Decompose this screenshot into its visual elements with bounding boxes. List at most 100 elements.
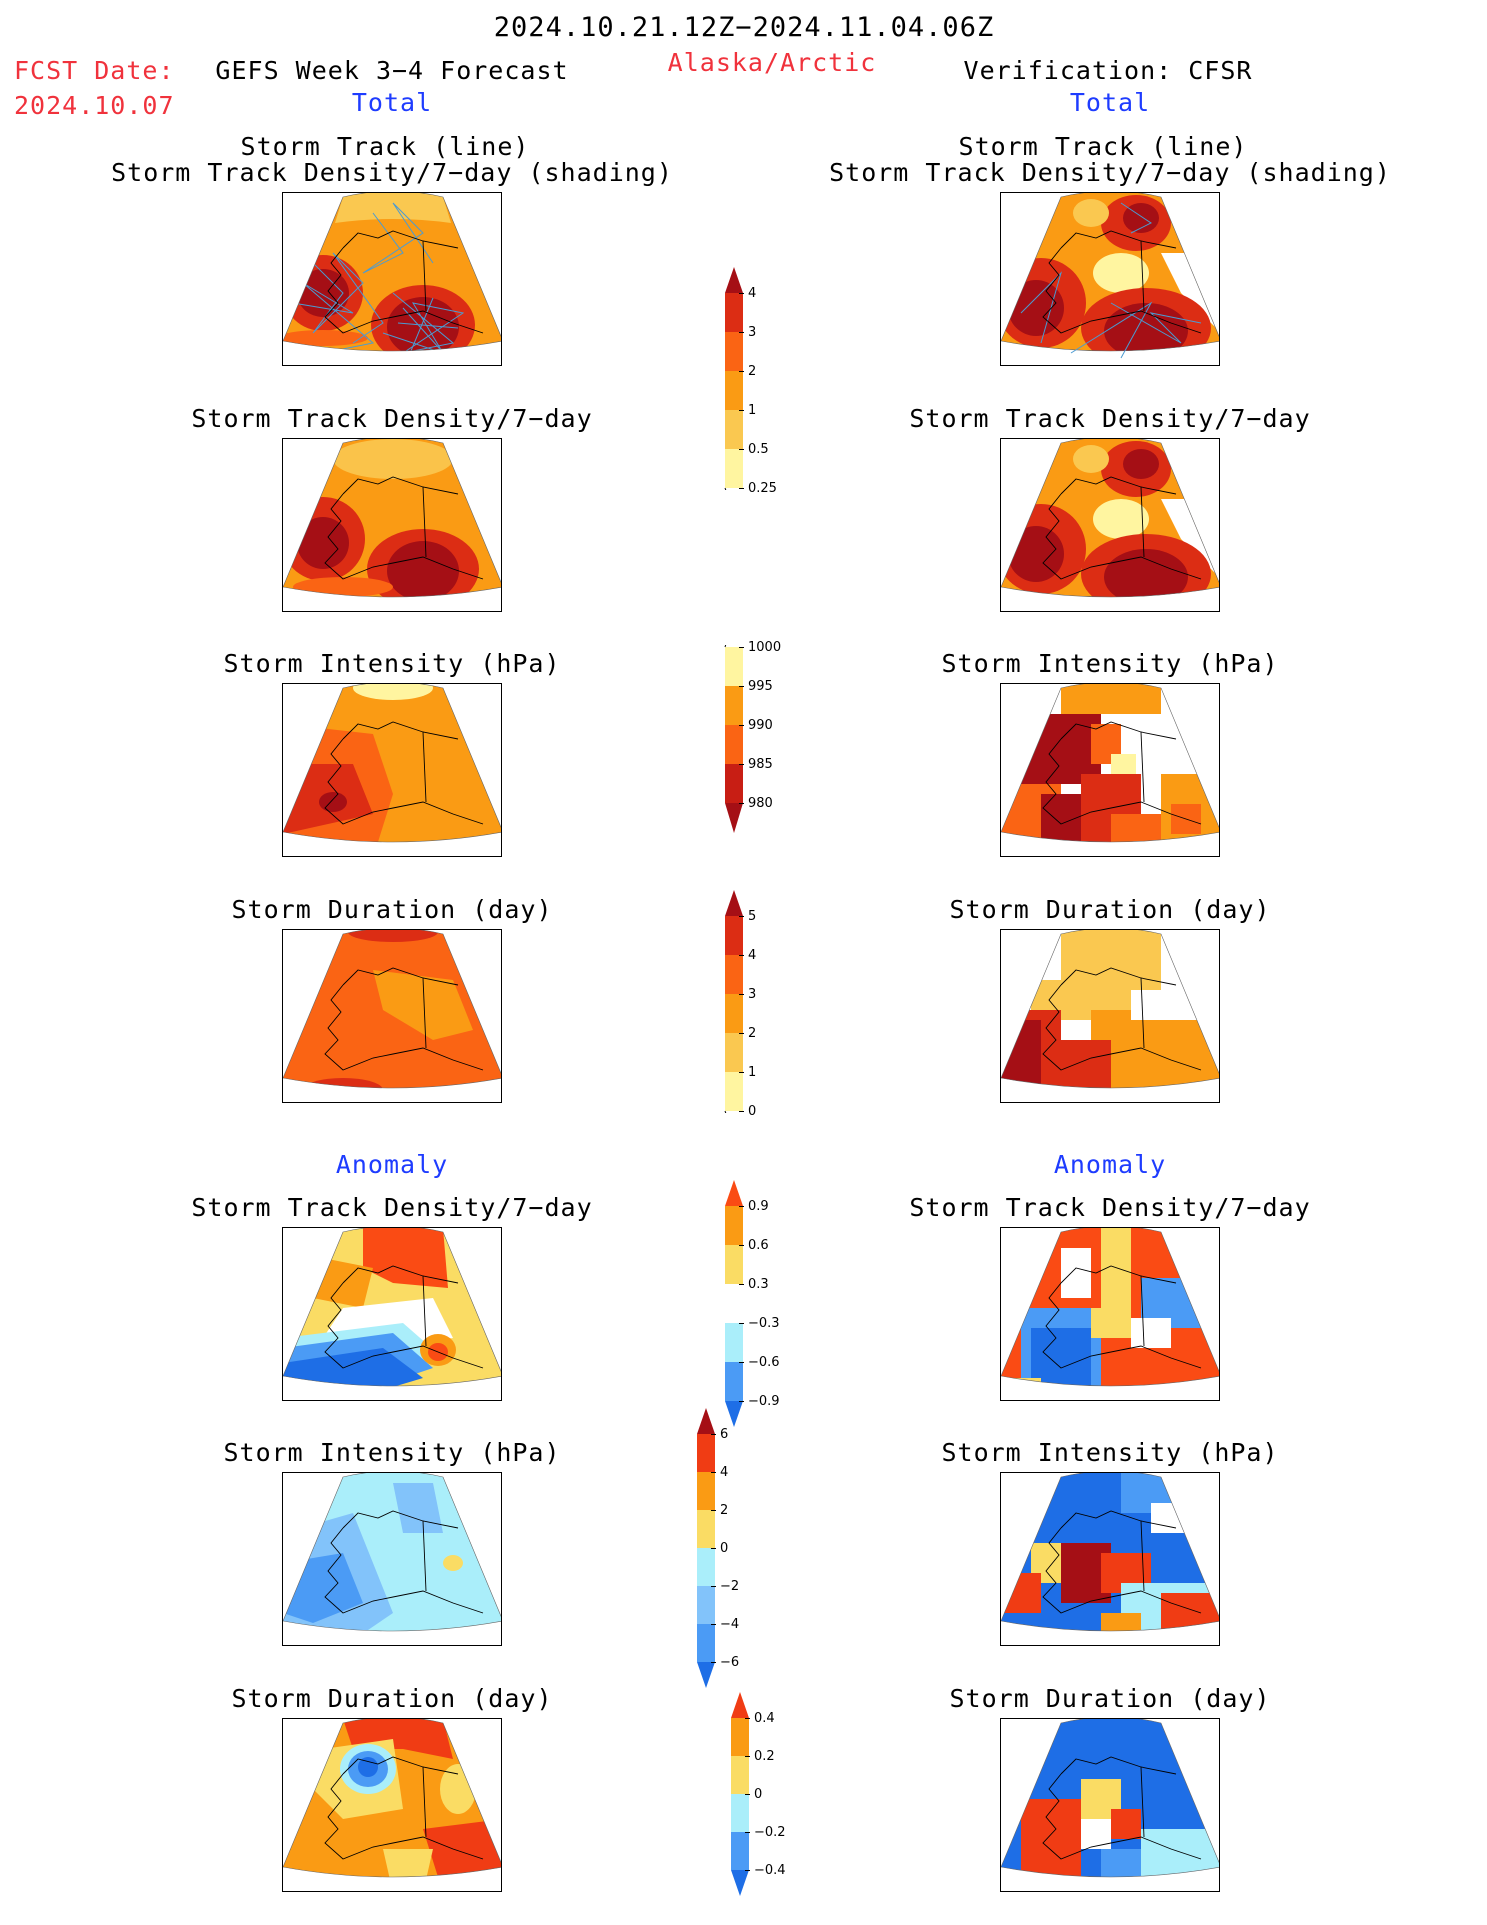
colorbar-segment	[725, 1033, 743, 1072]
duration_anom-colorbar-svg	[731, 1692, 749, 1896]
colorbar-tick-label: 1	[748, 1065, 757, 1080]
fcst-date-label: FCST Date:	[14, 56, 175, 85]
colorbar-top-tip	[697, 1408, 715, 1434]
map-intensity-anom-cfsr	[1000, 1472, 1220, 1646]
title-track-line-left: Storm Track (line)	[240, 132, 530, 161]
fcst-date-value: 2024.10.07	[14, 91, 175, 120]
colorbar-intensity: 1000 995 990 985 980	[724, 616, 804, 890]
colorbar-density-anom: 0.9 0.6 0.3 −0.3 −0.6 −0.9	[724, 1178, 804, 1458]
colorbar-tick-label: 1000	[748, 640, 782, 655]
title-track-shading-right: Storm Track Density/7−day (shading)	[829, 158, 1391, 187]
colorbar-segment	[725, 725, 743, 764]
colorbar-segment	[725, 647, 743, 686]
colorbar-segment	[697, 1624, 715, 1662]
colorbar-duration: 5 4 3 2 1 0	[724, 888, 804, 1168]
colorbar-tick-label: −0.3	[748, 1316, 780, 1331]
colorbar-tick-label: 4	[720, 1465, 729, 1480]
colorbar-bottom-tip	[725, 803, 743, 833]
colorbar-segment	[697, 1586, 715, 1624]
colorbar-segment	[725, 994, 743, 1033]
colorbar-segment	[725, 1245, 743, 1284]
colorbar-segment	[731, 1756, 749, 1794]
colorbar-segment	[697, 1434, 715, 1472]
title-track-line-right: Storm Track (line)	[958, 132, 1248, 161]
intensity_anom-colorbar-svg	[697, 1408, 715, 1688]
colorbar-segment	[725, 449, 743, 488]
colorbar-segment	[697, 1510, 715, 1548]
anomaly-section-label-right: Anomaly	[1053, 1150, 1167, 1179]
colorbar-tick-label: −6	[720, 1655, 740, 1670]
colorbar-tick-label: 0.5	[748, 442, 769, 457]
colorbar-tick-label: 0	[754, 1787, 763, 1802]
colorbar-segment	[725, 955, 743, 994]
colorbar-tick-label: 2	[720, 1503, 729, 1518]
title-density-anom-left: Storm Track Density/7−day	[191, 1193, 593, 1222]
density-colorbar-svg	[724, 267, 743, 515]
title-duration-left: Storm Duration (day)	[231, 895, 553, 924]
title-duration-right: Storm Duration (day)	[949, 895, 1271, 924]
map-duration-anom-gefs	[282, 1718, 502, 1892]
colorbar-segment	[725, 686, 743, 725]
colorbar-tick-label: 3	[748, 987, 757, 1002]
colorbar-segment	[725, 1206, 743, 1245]
colorbar-segment	[725, 1323, 743, 1362]
verification-title: Verification: CFSR	[963, 56, 1253, 85]
map-intensity-gefs	[282, 683, 502, 857]
colorbar-tick-label: −0.9	[748, 1394, 780, 1409]
map-density-anom-cfsr	[1000, 1227, 1220, 1401]
colorbar-top-tip	[725, 890, 743, 916]
map-density-cfsr	[1000, 438, 1220, 612]
title-density-right: Storm Track Density/7−day	[909, 404, 1311, 433]
title-intensity-anom-left: Storm Intensity (hPa)	[223, 1438, 561, 1467]
colorbar-tick-label: 995	[748, 679, 773, 694]
colorbar-tick-label: 0.25	[748, 481, 777, 496]
colorbar-segment	[725, 764, 743, 803]
colorbar-tick-label: 5	[748, 909, 757, 924]
title-intensity-right: Storm Intensity (hPa)	[941, 649, 1279, 678]
total-section-label-right: Total	[1069, 88, 1151, 117]
forecast-title: GEFS Week 3−4 Forecast	[215, 56, 569, 85]
colorbar-density: 4 3 2 1 0.5 0.25	[724, 265, 804, 545]
colorbar-tick-label: 0.2	[754, 1749, 775, 1764]
title-intensity-left: Storm Intensity (hPa)	[223, 649, 561, 678]
colorbar-segment	[697, 1472, 715, 1510]
colorbar-top-tip	[731, 1692, 749, 1718]
colorbar-tick-label: 2	[748, 1026, 757, 1041]
colorbar-tick-label: −0.6	[748, 1355, 780, 1370]
colorbar-tick-label: 0.3	[748, 1277, 769, 1292]
colorbar-top-tip	[725, 1180, 743, 1206]
colorbar-segment	[725, 1072, 743, 1111]
colorbar-top-tip	[725, 267, 743, 293]
colorbar-tick-label: 6	[720, 1427, 729, 1442]
colorbar-tick-label: 3	[748, 325, 757, 340]
colorbar-tick-label: 980	[748, 796, 773, 811]
colorbar-segment	[731, 1718, 749, 1756]
colorbar-tick-label: 0.9	[748, 1199, 769, 1214]
colorbar-segment	[725, 293, 743, 332]
colorbar-tick-label: −4	[720, 1617, 740, 1632]
map-track-gefs	[282, 192, 502, 366]
colorbar-tick-label: 1	[748, 403, 757, 418]
duration-colorbar-svg	[724, 890, 743, 1138]
colorbar-bottom-tip	[731, 1870, 749, 1896]
total-section-label-left: Total	[351, 88, 433, 117]
title-duration-anom-right: Storm Duration (day)	[949, 1684, 1271, 1713]
title-duration-anom-left: Storm Duration (day)	[231, 1684, 553, 1713]
title-track-shading-left: Storm Track Density/7−day (shading)	[111, 158, 673, 187]
colorbar-bottom-tip	[725, 1401, 743, 1427]
map-duration-anom-cfsr	[1000, 1718, 1220, 1892]
colorbar-tick-label: 985	[748, 757, 773, 772]
colorbar-tick-label: 990	[748, 718, 773, 733]
colorbar-intensity-anom: 6 4 2 0 −2 −4 −6	[696, 1406, 776, 1711]
colorbar-tick-label: 0	[748, 1104, 757, 1119]
colorbar-segment	[725, 332, 743, 371]
period-title: 2024.10.21.12Z−2024.11.04.06Z	[493, 12, 995, 43]
colorbar-segment	[725, 916, 743, 955]
map-density-anom-gefs	[282, 1227, 502, 1401]
colorbar-segment	[725, 1284, 743, 1323]
map-track-cfsr	[1000, 192, 1220, 366]
colorbar-tick-label: 0	[720, 1541, 729, 1556]
map-intensity-cfsr	[1000, 683, 1220, 857]
colorbar-segment	[725, 371, 743, 410]
region-title: Alaska/Arctic	[667, 48, 877, 77]
